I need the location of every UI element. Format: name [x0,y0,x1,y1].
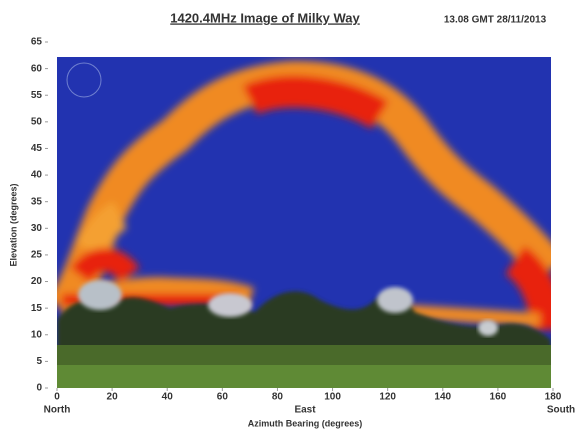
y-tick-label: 5 [36,356,42,367]
y-tick-label: 55 [31,90,43,101]
chart-subtitle: 13.08 GMT 28/11/2013 [444,15,547,26]
direction-label: North [44,405,71,416]
radio-image [57,57,551,388]
x-tick-label: 80 [272,392,284,403]
y-tick-label: 0 [36,383,42,394]
x-tick-label: 140 [434,392,451,403]
y-tick-label: 15 [31,303,43,314]
y-axis-label: Elevation (degrees) [8,183,18,266]
y-tick-label: 10 [31,329,43,340]
x-tick-label: 180 [545,392,562,403]
y-tick-label: 30 [31,223,43,234]
x-tick-label: 100 [324,392,341,403]
y-tick-label: 65 [31,37,43,48]
y-tick-label: 50 [31,116,43,127]
y-tick-label: 20 [31,276,43,287]
y-tick-label: 35 [31,196,43,207]
chart: 1420.4MHz Image of Milky Way 13.08 GMT 2… [0,0,585,431]
y-tick-label: 25 [31,250,43,261]
direction-label: East [294,405,316,416]
y-tick-label: 45 [31,143,43,154]
y-tick-label: 60 [31,63,43,74]
x-axis-label: Azimuth Bearing (degrees) [248,418,363,428]
x-tick-label: 120 [379,392,396,403]
direction-label: South [547,405,575,416]
x-tick-label: 60 [217,392,229,403]
y-tick-label: 40 [31,170,43,181]
chart-title: 1420.4MHz Image of Milky Way [170,10,360,25]
x-tick-label: 40 [162,392,174,403]
x-tick-label: 160 [490,392,507,403]
x-tick-label: 0 [54,392,60,403]
x-tick-label: 20 [107,392,119,403]
